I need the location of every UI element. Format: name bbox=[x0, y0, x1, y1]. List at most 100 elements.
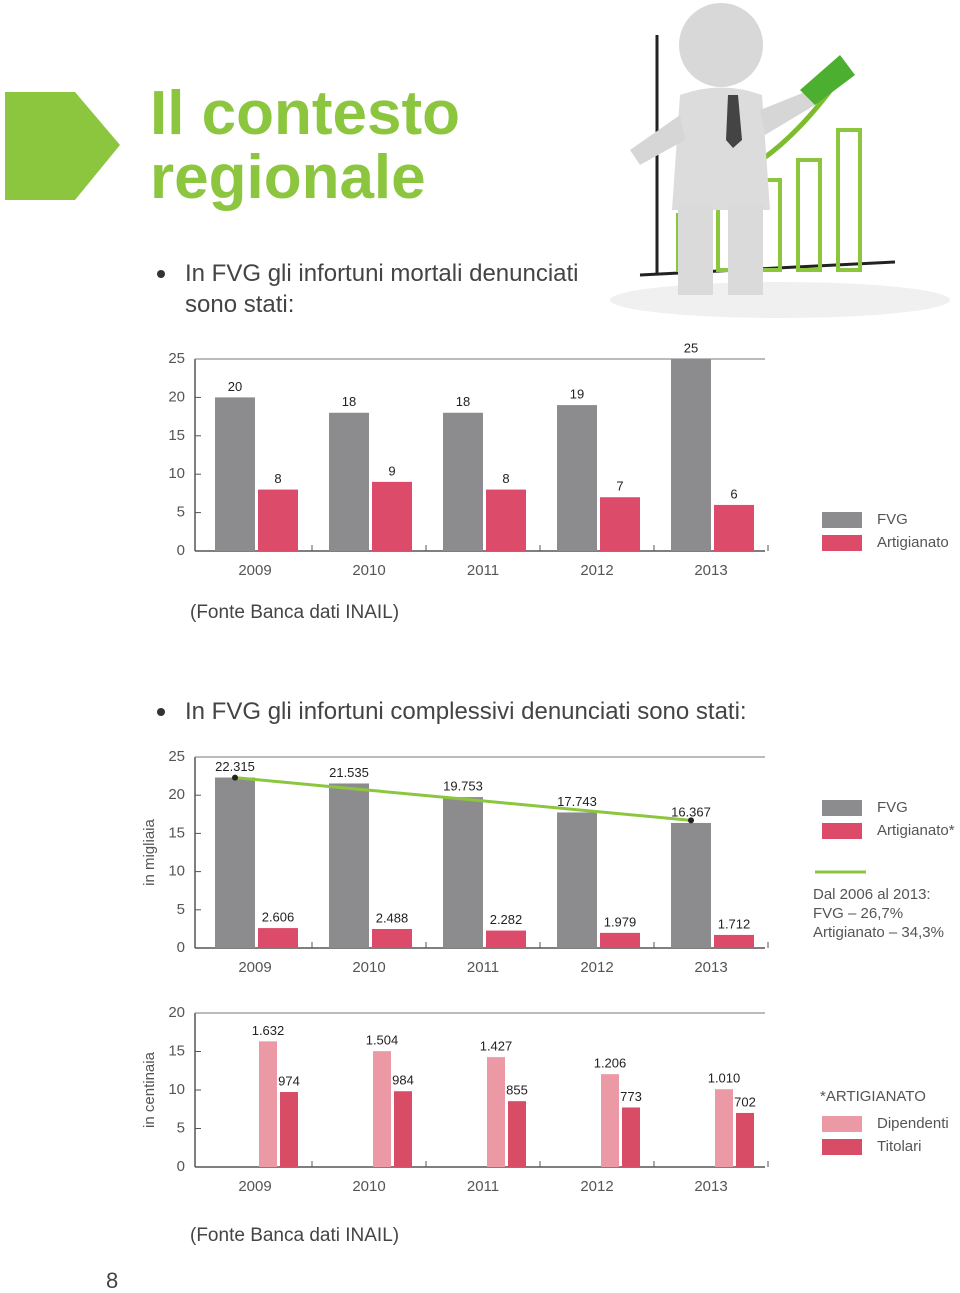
bar bbox=[394, 1091, 412, 1167]
bar bbox=[215, 777, 255, 948]
bar bbox=[258, 489, 298, 551]
data-label: 8 bbox=[274, 471, 281, 486]
bar bbox=[715, 1089, 733, 1167]
bar bbox=[372, 481, 412, 551]
page-number: 8 bbox=[106, 1268, 119, 1293]
data-label: 702 bbox=[734, 1094, 756, 1109]
legend-swatch bbox=[822, 800, 862, 816]
data-label: 17.743 bbox=[557, 794, 597, 809]
bar bbox=[329, 412, 369, 551]
y-tick-label: 20 bbox=[168, 786, 185, 803]
y-tick-label: 10 bbox=[168, 465, 185, 482]
y-tick-label: 5 bbox=[177, 504, 185, 521]
data-label: 2.606 bbox=[262, 910, 295, 925]
data-label: 1.504 bbox=[366, 1033, 399, 1048]
y-tick-label: 10 bbox=[168, 863, 185, 880]
y-tick-label: 15 bbox=[168, 824, 185, 841]
bar bbox=[601, 1074, 619, 1167]
legend-label: Dipendenti bbox=[877, 1115, 949, 1132]
y-tick-label: 0 bbox=[177, 542, 185, 559]
data-label: 1.712 bbox=[718, 916, 751, 931]
y-tick-label: 25 bbox=[168, 748, 185, 765]
legend-swatch bbox=[822, 535, 862, 551]
bar bbox=[486, 930, 526, 948]
legend-title: *ARTIGIANATO bbox=[820, 1088, 926, 1105]
note-line: FVG – 26,7% bbox=[813, 905, 903, 922]
bar bbox=[622, 1107, 640, 1167]
bar bbox=[600, 497, 640, 551]
bar bbox=[714, 934, 754, 948]
x-tick-label: 2011 bbox=[467, 959, 499, 976]
data-label: 19 bbox=[570, 387, 584, 402]
bar bbox=[329, 783, 369, 948]
bar bbox=[671, 359, 711, 551]
trend-dot bbox=[232, 774, 238, 781]
legend-swatch bbox=[822, 823, 862, 839]
y-axis-title: in centinaia bbox=[141, 1051, 158, 1128]
source-note: (Fonte Banca dati INAIL) bbox=[190, 602, 400, 623]
data-label: 1.010 bbox=[708, 1071, 741, 1086]
bar bbox=[443, 412, 483, 551]
bar bbox=[736, 1112, 754, 1167]
x-tick-label: 2013 bbox=[694, 562, 727, 579]
y-tick-label: 5 bbox=[177, 901, 185, 918]
data-label: 1.979 bbox=[604, 914, 637, 929]
legend-label: Artigianato bbox=[877, 534, 949, 551]
bar bbox=[486, 489, 526, 551]
data-label: 19.753 bbox=[443, 779, 483, 794]
bullet-dot bbox=[157, 708, 165, 716]
legend-label: Titolari bbox=[877, 1138, 921, 1155]
bar bbox=[600, 932, 640, 948]
data-label: 8 bbox=[502, 471, 509, 486]
bullet-dot bbox=[157, 270, 165, 278]
y-tick-label: 0 bbox=[177, 1158, 185, 1175]
x-tick-label: 2012 bbox=[580, 959, 613, 976]
note-line: Dal 2006 al 2013: bbox=[813, 886, 931, 903]
y-tick-label: 5 bbox=[177, 1119, 185, 1136]
x-tick-label: 2011 bbox=[467, 1178, 499, 1195]
x-tick-label: 2009 bbox=[238, 1178, 271, 1195]
source-note: (Fonte Banca dati INAIL) bbox=[190, 1225, 400, 1246]
data-label: 855 bbox=[506, 1083, 528, 1098]
bar bbox=[487, 1057, 505, 1167]
x-tick-label: 2009 bbox=[238, 562, 271, 579]
bullet-text: In FVG gli infortuni complessivi denunci… bbox=[185, 698, 747, 725]
x-tick-label: 2009 bbox=[238, 959, 271, 976]
data-label: 20 bbox=[228, 379, 242, 394]
x-tick-label: 2012 bbox=[580, 562, 613, 579]
data-label: 9 bbox=[388, 463, 395, 478]
y-tick-label: 0 bbox=[177, 939, 185, 956]
data-label: 773 bbox=[620, 1089, 642, 1104]
note-line: Artigianato – 34,3% bbox=[813, 924, 944, 941]
bar bbox=[280, 1092, 298, 1167]
data-label: 1.206 bbox=[594, 1056, 627, 1071]
bar bbox=[557, 812, 597, 948]
legend-swatch bbox=[822, 512, 862, 528]
bar bbox=[373, 1051, 391, 1167]
legend-label: FVG bbox=[877, 799, 908, 816]
y-tick-label: 15 bbox=[168, 1042, 185, 1059]
y-axis-title: in migliaia bbox=[141, 818, 158, 885]
page-title: Il contesto regionale bbox=[150, 79, 461, 212]
bar bbox=[714, 504, 754, 551]
bar bbox=[372, 928, 412, 948]
trend-dot bbox=[688, 817, 694, 824]
data-label: 1.632 bbox=[252, 1023, 285, 1038]
x-tick-label: 2013 bbox=[694, 1178, 727, 1195]
bar bbox=[215, 397, 255, 551]
x-tick-label: 2010 bbox=[352, 562, 385, 579]
data-label: 974 bbox=[278, 1073, 300, 1088]
legend-swatch bbox=[822, 1116, 862, 1132]
data-label: 1.427 bbox=[480, 1039, 513, 1054]
data-label: 2.488 bbox=[376, 910, 409, 925]
x-tick-label: 2012 bbox=[580, 1178, 613, 1195]
bar bbox=[671, 822, 711, 948]
data-label: 25 bbox=[684, 340, 698, 355]
arrow-decoration bbox=[5, 92, 120, 200]
y-tick-label: 20 bbox=[168, 1004, 185, 1021]
x-tick-label: 2010 bbox=[352, 959, 385, 976]
bar bbox=[443, 797, 483, 948]
data-label: 21.535 bbox=[329, 765, 369, 780]
